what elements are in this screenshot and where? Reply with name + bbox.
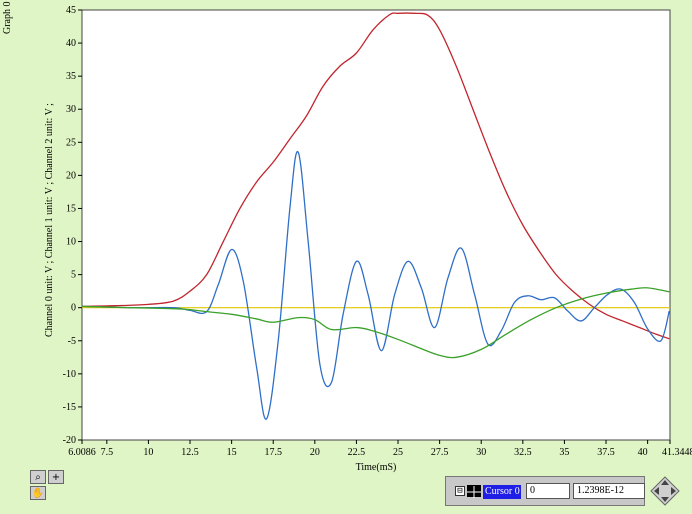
graph-tool-palette: ⌕ + ✋ xyxy=(30,470,68,502)
x-tick-label: 22.5 xyxy=(348,447,366,458)
y-tick-label: -15 xyxy=(63,402,76,413)
cursor-style-button[interactable] xyxy=(467,485,481,498)
y-tick-label: 30 xyxy=(66,104,76,115)
y-tick-label: 40 xyxy=(66,38,76,49)
x-tick-label: 41.3448 xyxy=(662,447,692,458)
cursor-x-value[interactable]: 0 xyxy=(526,483,570,499)
y-tick-label: 10 xyxy=(66,237,76,248)
x-tick-label: 27.5 xyxy=(431,447,449,458)
x-tick-label: 17.5 xyxy=(264,447,282,458)
x-tick-label: 15 xyxy=(227,447,237,458)
series-channel-1-line xyxy=(81,151,670,420)
x-tick-label: 30 xyxy=(476,447,486,458)
x-tick-label: 10 xyxy=(143,447,153,458)
series-layer xyxy=(81,12,670,420)
series-channel-2-line xyxy=(81,12,670,340)
axis-ticks: -20 -15 -10 -5 0 5 10 15 20 25 30 35 40 45 6.0086 7.5 10… xyxy=(63,5,692,458)
y-tick-label: -5 xyxy=(68,336,76,347)
plot-area[interactable] xyxy=(81,9,671,441)
cursor-name-label[interactable]: Cursor 0 xyxy=(483,485,521,499)
x-tick-label: 12.5 xyxy=(181,447,199,458)
y-tick-label: -20 xyxy=(63,435,76,446)
graph-name-label: Graph 0 xyxy=(2,2,13,35)
hand-icon[interactable]: ✋ xyxy=(30,486,46,500)
cursor-y-value[interactable]: 1.2398E-12 xyxy=(573,483,645,499)
x-axis-title: Time(mS) xyxy=(356,462,397,473)
cursor-expand-toggle[interactable]: ⊟ xyxy=(455,486,465,496)
x-tick-label: 40 xyxy=(638,447,648,458)
series-channel-0-line xyxy=(81,287,670,359)
x-tick-label: 35 xyxy=(559,447,569,458)
x-tick-label: 7.5 xyxy=(101,447,114,458)
x-tick-label: 20 xyxy=(310,447,320,458)
y-axis-title: Channel 0 unit: V ; Channel 1 unit: V ; … xyxy=(44,103,55,337)
y-tick-label: 45 xyxy=(66,5,76,16)
y-tick-label: 0 xyxy=(71,303,76,314)
zoom-icon[interactable]: ⌕ xyxy=(30,470,46,484)
y-tick-label: 20 xyxy=(66,170,76,181)
y-tick-label: 5 xyxy=(71,270,76,281)
cursor-mover-control[interactable] xyxy=(650,476,680,506)
x-tick-label: 25 xyxy=(393,447,403,458)
y-tick-label: 15 xyxy=(66,203,76,214)
crosshair-icon[interactable]: + xyxy=(48,470,64,484)
x-tick-label: 37.5 xyxy=(597,447,615,458)
move-diamond-icon xyxy=(650,476,680,506)
x-tick-label: 6.0086 xyxy=(68,447,96,458)
y-tick-label: 25 xyxy=(66,137,76,148)
cursor-legend: ⊟ Cursor 0 0 1.2398E-12 xyxy=(445,476,645,506)
x-tick-label: 32.5 xyxy=(514,447,532,458)
y-tick-label: -10 xyxy=(63,369,76,380)
y-tick-label: 35 xyxy=(66,71,76,82)
